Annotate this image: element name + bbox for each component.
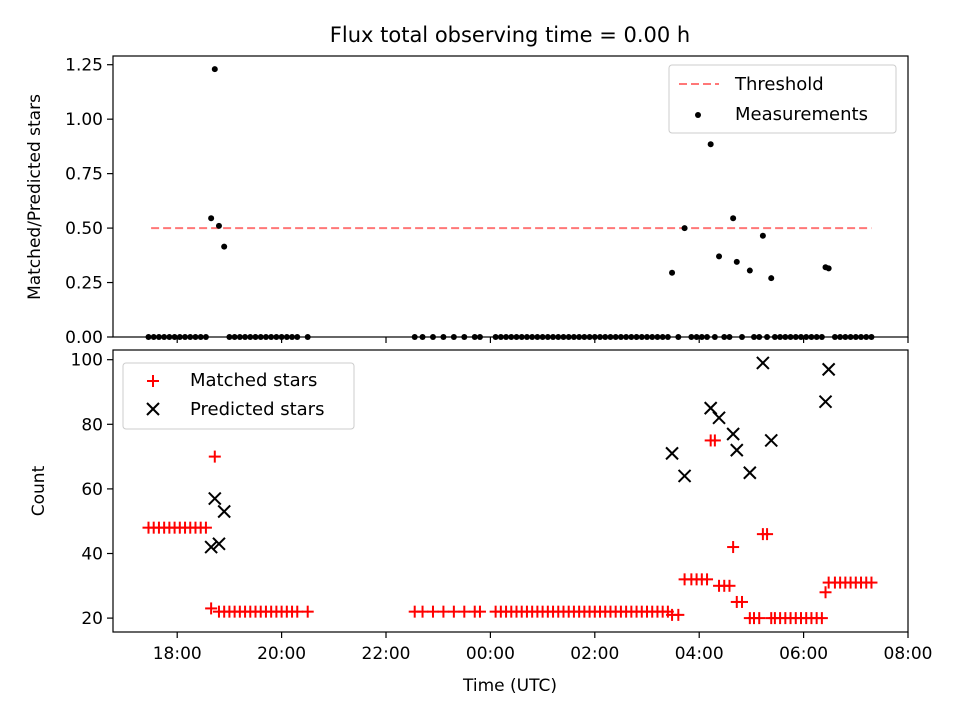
bottom-legend-frame [122,362,355,430]
measurement-point [211,66,218,73]
top-ytick-label: 0.75 [65,165,103,185]
predicted-star-point [212,537,226,551]
bottom-xtick-label: 20:00 [257,644,306,664]
measurement-point [669,269,676,276]
top-y-axis: 0.00 0.25 0.50 0.75 1.00 1.25 [65,56,113,348]
measurement-point [221,243,228,250]
predicted-star-point [756,356,770,370]
matched-star-point [426,605,439,618]
measurement-point [716,253,723,260]
bottom-xtick-label: 18:00 [153,644,202,664]
matched-star-point [753,612,766,625]
bottom-xtick-label: 00:00 [466,644,515,664]
predicted-star-point [208,491,222,506]
legend-matched-swatch [147,375,159,387]
chart-title: Flux total observing time = 0.00 h [330,23,690,47]
top-x-axis-ticks [176,337,909,343]
legend-measurements-label: Measurements [735,104,868,125]
measurement-point [681,225,688,232]
predicted-star-point [217,504,231,519]
measurement-point [825,265,832,272]
legend-predicted-label: Predicted stars [190,399,324,420]
predicted-star-point [821,362,836,377]
predicted-star-point [726,427,740,441]
matched-star-point [672,608,685,621]
top-ytick-label: 1.00 [65,110,103,130]
predicted-star-point [665,446,679,461]
top-legend: Threshold Measurements [668,64,897,134]
bottom-xtick-label: 04:00 [675,644,724,664]
measurement-point [707,141,714,148]
matched-star-point [291,605,304,618]
top-y-axis-label: Matched/Predicted stars [25,94,45,300]
legend-matched-label: Matched stars [190,370,317,391]
top-axes-frame [112,55,909,338]
matched-star-point [208,450,221,463]
x-axis-label: Time (UTC) [462,676,557,696]
bottom-xtick-label: 06:00 [779,644,828,664]
matched-star-point [199,521,212,534]
bottom-y-axis-label: Count [29,465,49,516]
measurement-point [746,267,753,274]
predicted-star-point [712,411,726,425]
measurement-point [730,215,737,222]
bottom-ytick-label: 20 [81,609,103,629]
matched-star-point [815,612,828,625]
predicted-star-point [764,433,778,448]
top-ytick-label: 1.25 [65,56,103,76]
measurement-point [208,215,215,222]
bottom-xtick-label: 22:00 [362,644,411,664]
predicted-star-point [730,443,744,457]
bottom-y-axis: 20 40 60 80 100 [71,351,113,629]
bottom-plot-area [142,356,878,625]
matched-star-point [865,576,878,589]
matched-star-point [736,595,749,608]
bottom-panel: 20 40 60 80 100 18:00 20:00 22:00 00:00 02:00 04:… [29,349,933,696]
matched-star-point [437,605,450,618]
legend-threshold-label: Threshold [734,74,824,95]
measurement-point [215,222,222,229]
matched-star-point [447,605,460,618]
bottom-ytick-label: 40 [81,545,103,565]
matched-star-point [727,541,740,554]
matched-star-point [723,579,736,592]
matched-star-point [301,605,314,618]
matched-star-point [458,605,471,618]
matched-star-point [416,605,429,618]
measurement-point [759,232,766,239]
top-legend-frame [668,64,897,134]
bottom-ytick-label: 100 [71,351,103,371]
legend-measurements-swatch [695,112,701,118]
matched-star-point [473,605,486,618]
bottom-ytick-label: 80 [81,415,103,435]
matched-star-point [701,573,714,586]
matched-star-point [761,528,774,541]
matched-star-point [708,434,721,447]
predicted-star-point [743,466,757,480]
matched-star-point [205,602,218,615]
bottom-axes-frame [112,349,909,633]
predicted-star-point [677,469,692,483]
bottom-ytick-label: 60 [81,480,103,500]
predicted-star-point [818,394,833,409]
legend-predicted-swatch [146,402,160,416]
bottom-x-axis: 18:00 20:00 22:00 00:00 02:00 04:00 06:00 08:00 [153,632,933,664]
top-ytick-label: 0.50 [65,219,103,239]
predicted-star-point [204,540,218,554]
top-panel: 0.00 0.25 0.50 0.75 1.00 1.25 Matched/Predict… [25,55,909,348]
measurement-point [733,258,740,265]
top-ytick-label: 0.25 [65,274,103,294]
measurement-point [768,275,775,282]
bottom-legend: Matched stars Predicted stars [122,362,355,430]
bottom-xtick-label: 08:00 [884,644,933,664]
top-ytick-label: 0.00 [65,328,103,348]
matched-star-point [819,586,832,599]
bottom-xtick-label: 02:00 [570,644,619,664]
